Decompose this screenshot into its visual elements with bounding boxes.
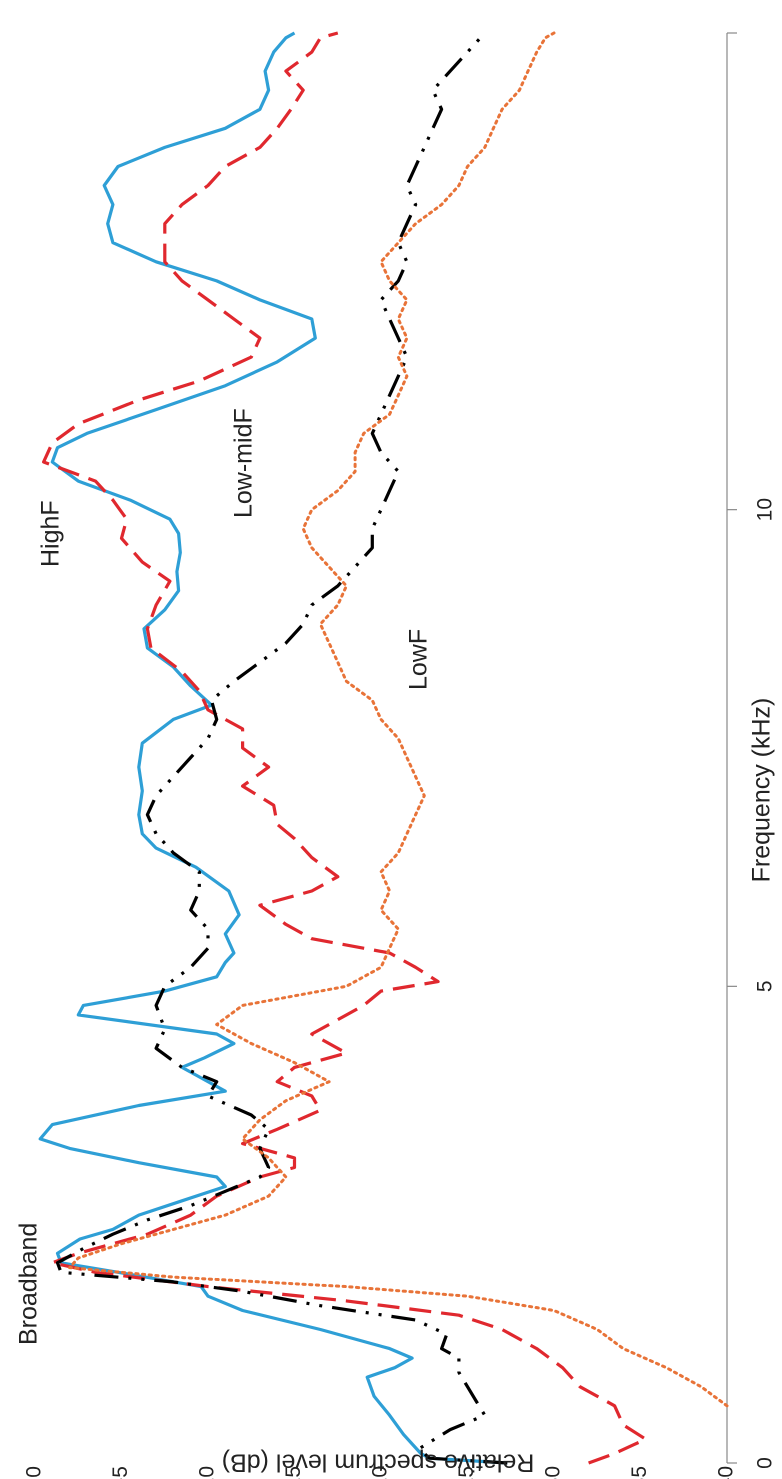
frequency-tick-label: 5 — [754, 980, 777, 992]
level-axis-title: Relative spectrum level (dB) — [222, 1448, 535, 1476]
frequency-axis-title: Frequency (kHz) — [748, 698, 776, 883]
level-tick-label: -40 — [715, 1466, 738, 1479]
series-line-lowf — [68, 31, 729, 1408]
level-tick-label: -20 — [369, 1466, 392, 1479]
level-tick-label: -15 — [282, 1466, 305, 1479]
frequency-tick-label: 0 — [754, 1457, 777, 1469]
level-tick-label: -10 — [196, 1466, 219, 1479]
series-label-highf: HighF — [37, 500, 65, 567]
series-layer — [38, 31, 729, 1465]
labels-layer: 0 5 10 0 -5 -10 -15 -20 -25 -30 -35 -40 Frequency (k… — [15, 408, 777, 1479]
axes-layer — [726, 32, 737, 1464]
level-tick-label: 0 — [23, 1466, 46, 1478]
series-label-broadband: Broadband — [15, 1223, 43, 1345]
series-label-lowf: LowF — [405, 629, 433, 690]
level-tick-label: -35 — [628, 1466, 651, 1479]
level-tick-label: -30 — [542, 1466, 565, 1479]
series-line-highf — [42, 31, 648, 1465]
frequency-tick-label: 10 — [754, 498, 777, 521]
series-line-broadband — [38, 31, 508, 1465]
level-tick-label: -5 — [109, 1466, 132, 1479]
level-tick-label: -25 — [455, 1466, 478, 1479]
series-label-low-midf: Low-midF — [230, 408, 258, 518]
